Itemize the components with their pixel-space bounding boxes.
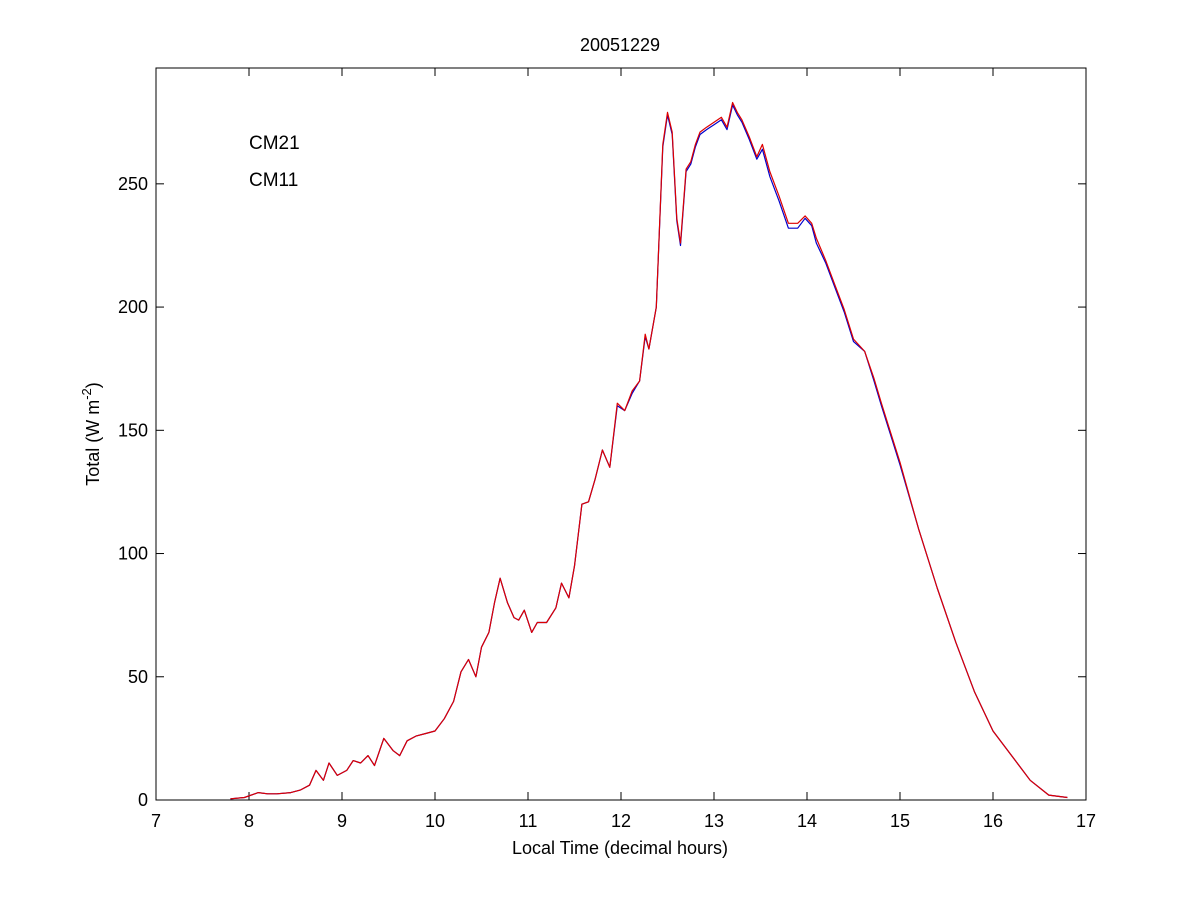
series-line-cm11	[230, 101, 1068, 800]
y-tick-label: 0	[138, 790, 148, 810]
y-axis: 0 50 100 150 200 250	[118, 174, 1086, 810]
y-tick-label: 100	[118, 544, 148, 564]
x-axis: 7 8 9 10 11 12 13 14 15 16 17	[151, 68, 1096, 831]
y-axis-label-tail: )	[83, 382, 103, 388]
x-tick-label: 14	[797, 811, 817, 831]
y-axis-label: Total (W m-2)	[79, 382, 103, 486]
y-axis-label-main: Total (W m	[83, 400, 103, 486]
x-tick-label: 15	[890, 811, 910, 831]
x-tick-label: 9	[337, 811, 347, 831]
y-tick-label: 50	[128, 667, 148, 687]
y-axis-label-superscript: -2	[79, 388, 94, 400]
x-axis-label: Local Time (decimal hours)	[512, 838, 728, 858]
series-group	[230, 101, 1068, 800]
x-tick-label: 16	[983, 811, 1003, 831]
legend: CM21 CM11	[249, 133, 300, 191]
x-tick-label: 17	[1076, 811, 1096, 831]
x-tick-label: 8	[244, 811, 254, 831]
chart-title: 20051229	[580, 35, 660, 55]
y-tick-label: 200	[118, 297, 148, 317]
plot-area	[155, 67, 1087, 801]
x-tick-label: 12	[611, 811, 631, 831]
legend-entry-cm11: CM11	[249, 170, 298, 191]
x-tick-label: 11	[519, 811, 538, 831]
x-tick-label: 10	[425, 811, 445, 831]
y-tick-label: 250	[118, 174, 148, 194]
legend-entry-cm21: CM21	[249, 133, 300, 154]
x-tick-label: 13	[704, 811, 724, 831]
y-tick-label: 150	[118, 420, 148, 440]
x-tick-label: 7	[151, 811, 161, 831]
